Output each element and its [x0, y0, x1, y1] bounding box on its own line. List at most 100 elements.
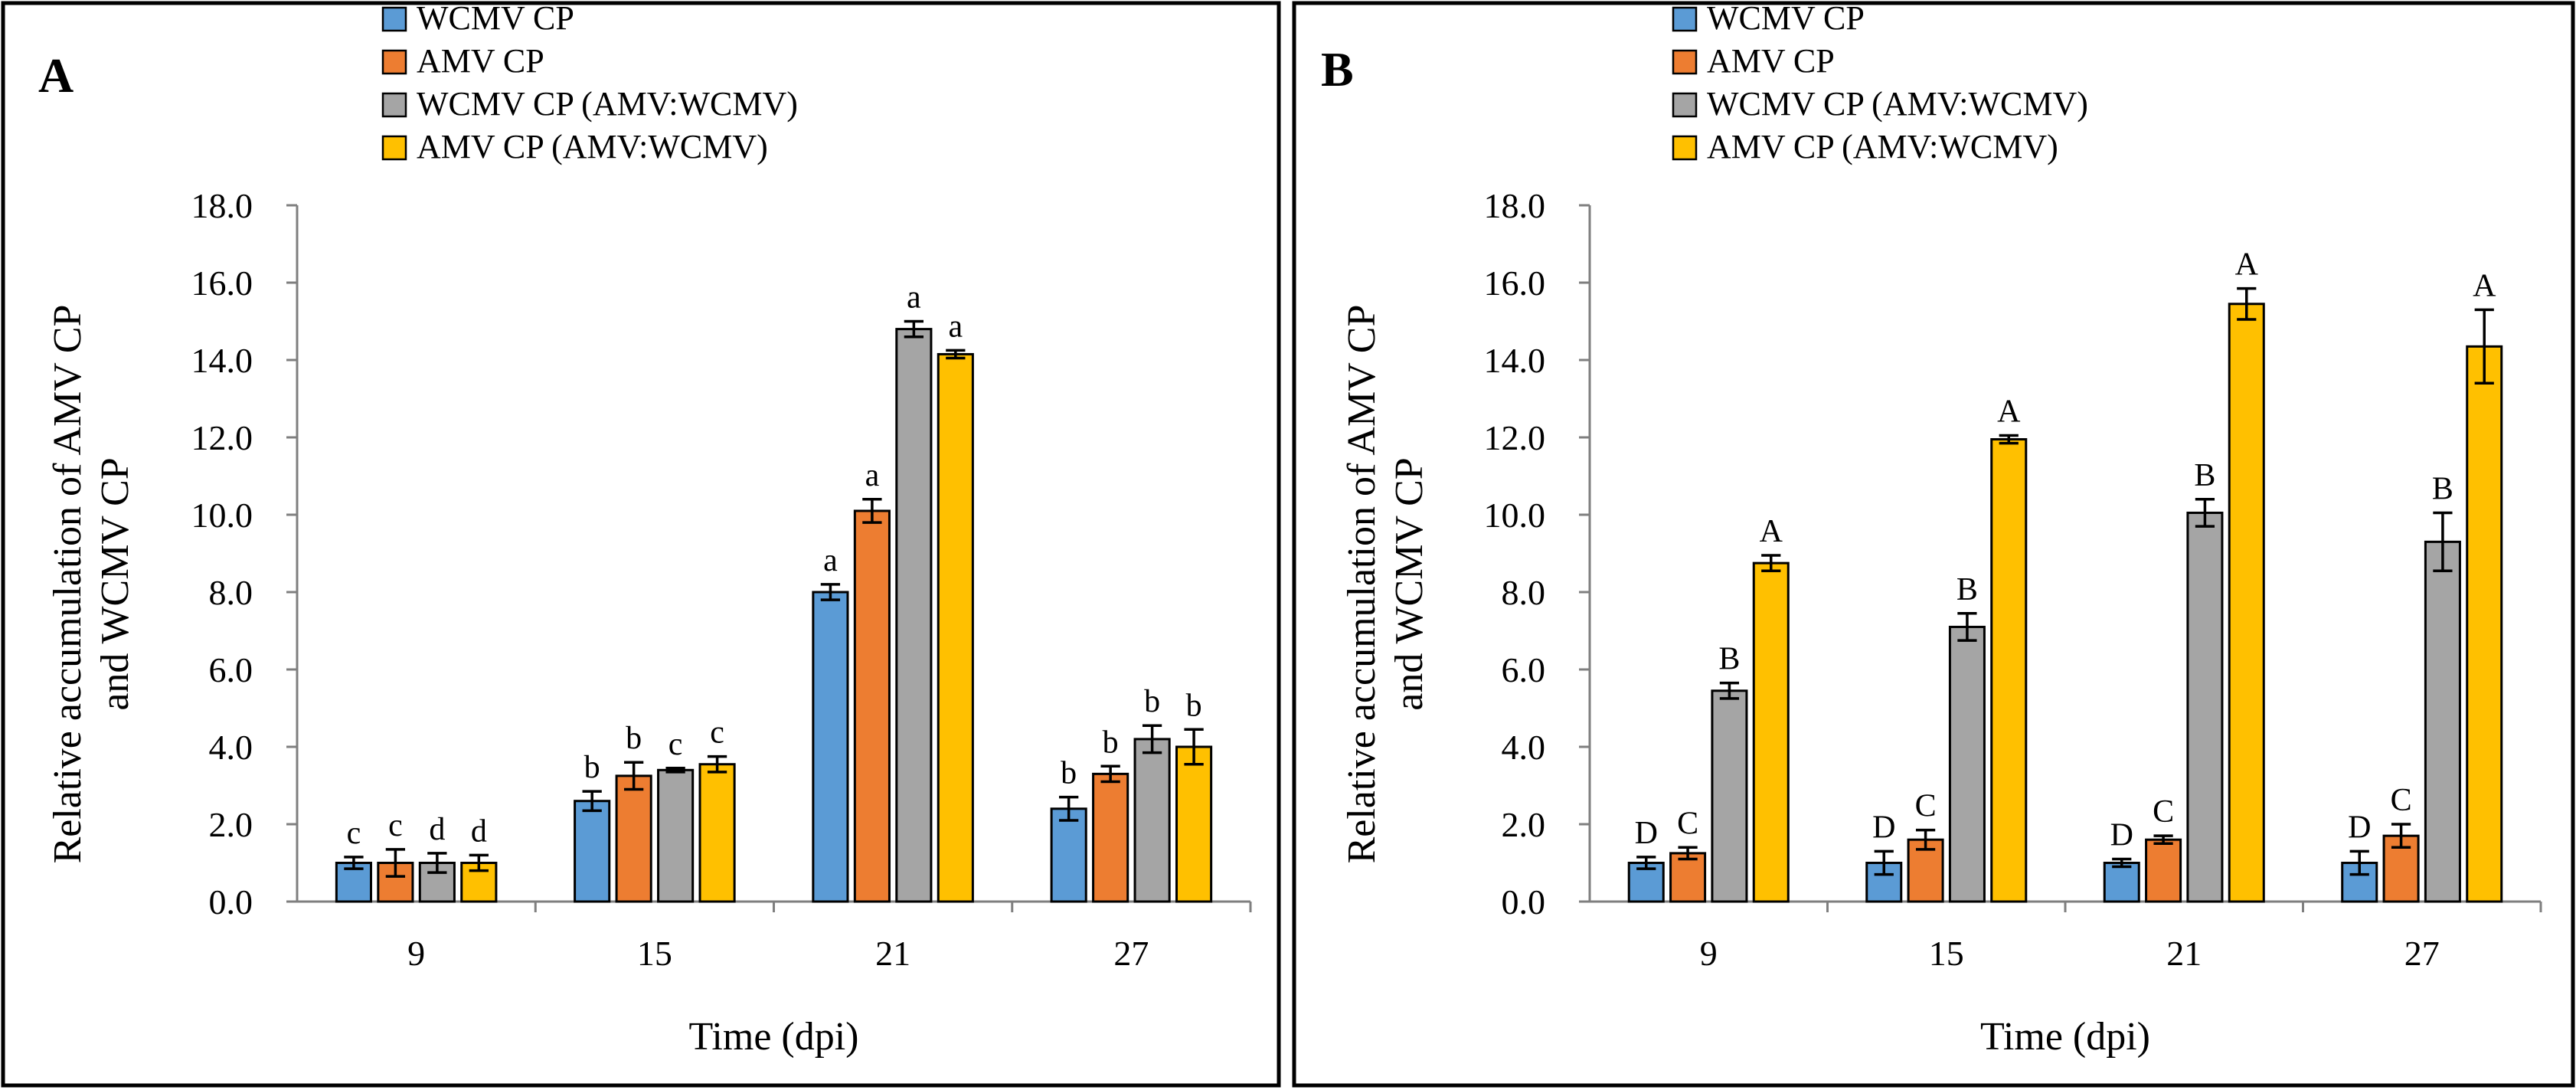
bar — [1050, 807, 1087, 903]
significance-letter: a — [865, 458, 880, 493]
bar — [1133, 738, 1171, 903]
panel-b: B WCMV CP AMV CP WCMV CP (AMV:WCMV) AMV CP (… — [1321, 0, 2542, 1059]
x-axis-title: Time (dpi) — [689, 1015, 859, 1059]
error-bar — [582, 790, 602, 813]
error-bar — [1678, 846, 1698, 861]
y-tick-label: 8.0 — [1502, 573, 1546, 612]
y-tick-label: 4.0 — [209, 728, 253, 767]
error-bar — [820, 583, 841, 601]
bar — [2186, 511, 2224, 903]
bar — [2466, 345, 2503, 903]
error-bar — [2474, 308, 2494, 385]
bar — [2103, 862, 2140, 903]
y-tick-label: 8.0 — [209, 573, 253, 612]
bar — [1092, 772, 1129, 903]
significance-letter: C — [1915, 789, 1937, 824]
error-bar — [2112, 857, 2132, 869]
significance-letter: B — [1718, 642, 1740, 677]
significance-letter: b — [1144, 684, 1160, 719]
bar — [698, 763, 736, 903]
legend-swatch — [1672, 92, 1698, 118]
y-axis-title-line2: and WCMV CP — [93, 457, 137, 710]
y-axis-title-line2: and WCMV CP — [1388, 457, 1431, 710]
legend-swatch — [1672, 49, 1698, 75]
x-tick-label: 27 — [2404, 934, 2440, 973]
error-bar — [2237, 286, 2257, 321]
bar — [615, 774, 652, 903]
significance-letter: A — [1760, 514, 1783, 549]
legend-swatch — [1672, 135, 1698, 161]
legend-entry: WCMV CP — [417, 0, 574, 37]
error-bar — [2433, 511, 2453, 572]
significance-letter: b — [584, 750, 600, 785]
error-bar — [2349, 849, 2369, 876]
error-bar — [344, 856, 364, 870]
x-tick-label: 15 — [1929, 934, 1964, 973]
y-tick-label: 18.0 — [1484, 186, 1546, 225]
bar — [812, 591, 849, 903]
x-tick-label: 9 — [1700, 934, 1718, 973]
error-bar — [469, 853, 489, 872]
significance-letter: b — [1103, 725, 1119, 760]
significance-letter: c — [388, 808, 403, 843]
bar — [574, 800, 611, 903]
significance-letter: c — [347, 816, 361, 851]
y-axis-title-line1: Relative accumulation of AMV CP — [1340, 305, 1384, 864]
y-tick-label: 2.0 — [1502, 805, 1546, 844]
legend-swatch — [381, 135, 407, 161]
legend-swatch — [1672, 6, 1698, 32]
bar — [2228, 303, 2265, 903]
bar — [937, 352, 974, 903]
error-bar — [904, 319, 924, 339]
x-tick-label: 27 — [1113, 934, 1149, 973]
x-tick-label: 9 — [407, 934, 425, 973]
x-tick-label: 21 — [2166, 934, 2202, 973]
error-bar — [1100, 764, 1120, 784]
significance-letter: b — [1186, 688, 1202, 723]
significance-letter: D — [2348, 810, 2371, 845]
y-tick-label: 10.0 — [1484, 496, 1546, 535]
legend-entry: AMV CP (AMV:WCMV) — [1707, 128, 2058, 165]
significance-letter: A — [1997, 394, 2021, 429]
error-bar — [1957, 612, 1977, 642]
y-tick-label: 16.0 — [1484, 263, 1546, 303]
panel-label: A — [38, 48, 74, 103]
error-bar — [946, 349, 966, 360]
y-tick-label: 4.0 — [1502, 728, 1546, 767]
significance-letter: a — [907, 280, 921, 316]
significance-letter: a — [823, 543, 838, 578]
significance-letter: D — [2110, 817, 2133, 853]
error-bar — [2391, 823, 2411, 849]
error-bar — [1915, 828, 1936, 851]
error-bar — [624, 761, 644, 791]
error-bar — [2195, 498, 2215, 528]
legend-swatch — [381, 6, 407, 32]
significance-letter: b — [626, 721, 642, 756]
significance-letter: A — [2235, 247, 2259, 283]
significance-letter: B — [2432, 471, 2453, 506]
x-tick-label: 21 — [875, 934, 910, 973]
panel-a-frame — [1, 1, 1281, 1088]
significance-letter: a — [949, 309, 963, 344]
x-tick-label: 15 — [637, 934, 672, 973]
error-bar — [1999, 434, 2019, 445]
error-bar — [862, 498, 882, 524]
y-tick-label: 12.0 — [191, 418, 253, 457]
legend-entry: AMV CP — [417, 42, 544, 80]
error-bar — [427, 852, 447, 874]
y-tick-label: 12.0 — [1484, 418, 1546, 457]
legend-entry: WCMV CP — [1707, 0, 1865, 37]
significance-letter: B — [2194, 458, 2215, 493]
bar — [1752, 561, 1790, 903]
bar — [895, 328, 933, 903]
y-tick-label: 18.0 — [191, 186, 253, 225]
y-axis-title: Relative accumulation of AMV CPand WCMV … — [46, 305, 137, 864]
y-tick-label: 6.0 — [209, 650, 253, 689]
y-axis-title-line1: Relative accumulation of AMV CP — [46, 305, 90, 864]
significance-letter: d — [471, 813, 487, 849]
panel-label: B — [1321, 42, 1354, 97]
y-tick-label: 2.0 — [209, 805, 253, 844]
significance-letter: A — [2473, 268, 2496, 303]
error-bar — [1874, 849, 1894, 876]
